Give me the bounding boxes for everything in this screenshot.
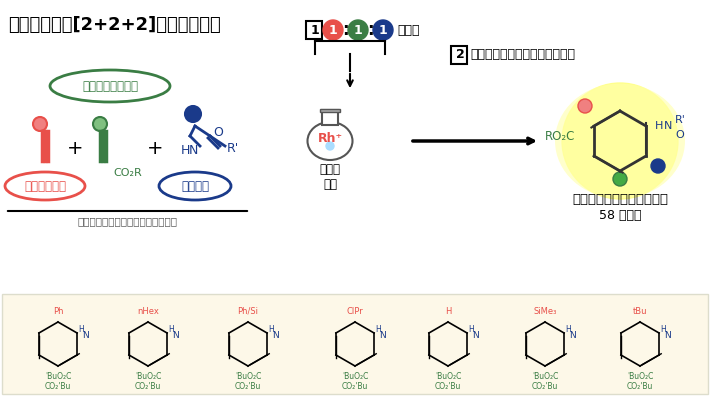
Text: H: H	[444, 307, 451, 316]
Text: 'BuO₂C: 'BuO₂C	[342, 372, 368, 381]
Text: 'BuO₂C: 'BuO₂C	[532, 372, 558, 381]
Text: N: N	[472, 331, 479, 341]
Circle shape	[348, 20, 368, 40]
FancyBboxPatch shape	[451, 46, 467, 64]
Text: :: :	[342, 21, 349, 39]
Text: 「不飽和結合」を有する類似化合物: 「不飽和結合」を有する類似化合物	[77, 216, 177, 226]
Circle shape	[323, 20, 343, 40]
Text: CO₂'Bu: CO₂'Bu	[627, 382, 653, 391]
Text: 電子不足アルキン: 電子不足アルキン	[82, 80, 138, 93]
Bar	[320, 109, 340, 112]
Text: H: H	[168, 326, 174, 335]
Text: SiMe₃: SiMe₃	[533, 307, 557, 316]
Text: 含窒素シクロヘキサジエン: 含窒素シクロヘキサジエン	[572, 193, 668, 206]
Circle shape	[93, 117, 107, 131]
Text: H: H	[78, 326, 84, 335]
Ellipse shape	[307, 122, 352, 160]
Text: H: H	[268, 326, 274, 335]
Circle shape	[185, 106, 201, 122]
Text: 1: 1	[329, 23, 337, 36]
Text: 58 例成功: 58 例成功	[599, 209, 641, 222]
Text: Ph: Ph	[53, 307, 63, 316]
Text: 原料分子を同時に加えるだけ！: 原料分子を同時に加えるだけ！	[470, 48, 575, 61]
Text: 末端アルキン: 末端アルキン	[24, 179, 66, 192]
Text: R': R'	[227, 141, 239, 154]
Ellipse shape	[5, 172, 85, 200]
Text: N: N	[569, 331, 576, 341]
Text: O: O	[213, 126, 223, 139]
Text: 1: 1	[311, 23, 320, 36]
Text: :: :	[366, 21, 373, 39]
Text: 2: 2	[456, 48, 464, 61]
Text: 今回開発した[2+2+2]付加環化反応: 今回開発した[2+2+2]付加環化反応	[8, 16, 221, 34]
FancyBboxPatch shape	[322, 110, 338, 125]
Text: R': R'	[675, 115, 686, 125]
Text: で混合: で混合	[397, 23, 420, 36]
Text: CO₂'Bu: CO₂'Bu	[235, 382, 261, 391]
Text: ClPr: ClPr	[346, 307, 364, 316]
Text: CO₂'Bu: CO₂'Bu	[342, 382, 368, 391]
Text: N: N	[664, 331, 671, 341]
Circle shape	[578, 99, 592, 113]
Text: N: N	[82, 331, 89, 341]
Text: nHex: nHex	[137, 307, 159, 316]
Circle shape	[651, 159, 665, 173]
Ellipse shape	[50, 70, 170, 102]
Text: 'BuO₂C: 'BuO₂C	[135, 372, 161, 381]
Text: O: O	[675, 130, 684, 140]
Text: +: +	[147, 139, 163, 158]
Text: N: N	[379, 331, 386, 341]
Text: H: H	[565, 326, 571, 335]
Text: CO₂'Bu: CO₂'Bu	[435, 382, 462, 391]
Text: RO₂C: RO₂C	[545, 129, 575, 143]
Text: CO₂'Bu: CO₂'Bu	[135, 382, 161, 391]
Text: 1: 1	[378, 23, 388, 36]
Text: H: H	[655, 121, 663, 131]
Circle shape	[373, 20, 393, 40]
Text: 'BuO₂C: 'BuO₂C	[235, 372, 261, 381]
Circle shape	[613, 172, 627, 186]
Text: CO₂'Bu: CO₂'Bu	[532, 382, 558, 391]
Text: 'BuO₂C: 'BuO₂C	[435, 372, 462, 381]
Text: CO₂'Bu: CO₂'Bu	[45, 382, 71, 391]
Text: H: H	[468, 326, 474, 335]
Bar	[2, 294, 708, 394]
FancyBboxPatch shape	[306, 21, 322, 39]
Text: CO₂R: CO₂R	[113, 168, 142, 178]
Text: N: N	[172, 331, 179, 341]
Text: H: H	[180, 145, 190, 158]
Text: Ph/Si: Ph/Si	[238, 307, 258, 316]
Ellipse shape	[159, 172, 231, 200]
Text: 'BuO₂C: 'BuO₂C	[45, 372, 71, 381]
Text: 1: 1	[354, 23, 362, 36]
Circle shape	[326, 142, 334, 150]
Text: H: H	[375, 326, 381, 335]
Text: N: N	[664, 121, 672, 131]
Text: N: N	[188, 145, 197, 158]
Text: +: +	[67, 139, 83, 158]
Text: Rh⁺: Rh⁺	[317, 131, 342, 145]
Text: tBu: tBu	[633, 307, 648, 316]
Text: 'BuO₂C: 'BuO₂C	[627, 372, 653, 381]
Ellipse shape	[555, 84, 685, 198]
Text: 触媒の
溶液: 触媒の 溶液	[320, 163, 341, 191]
Circle shape	[562, 83, 678, 199]
Text: H: H	[660, 326, 666, 335]
Circle shape	[33, 117, 47, 131]
Text: N: N	[272, 331, 279, 341]
Text: エナミド: エナミド	[181, 179, 209, 192]
